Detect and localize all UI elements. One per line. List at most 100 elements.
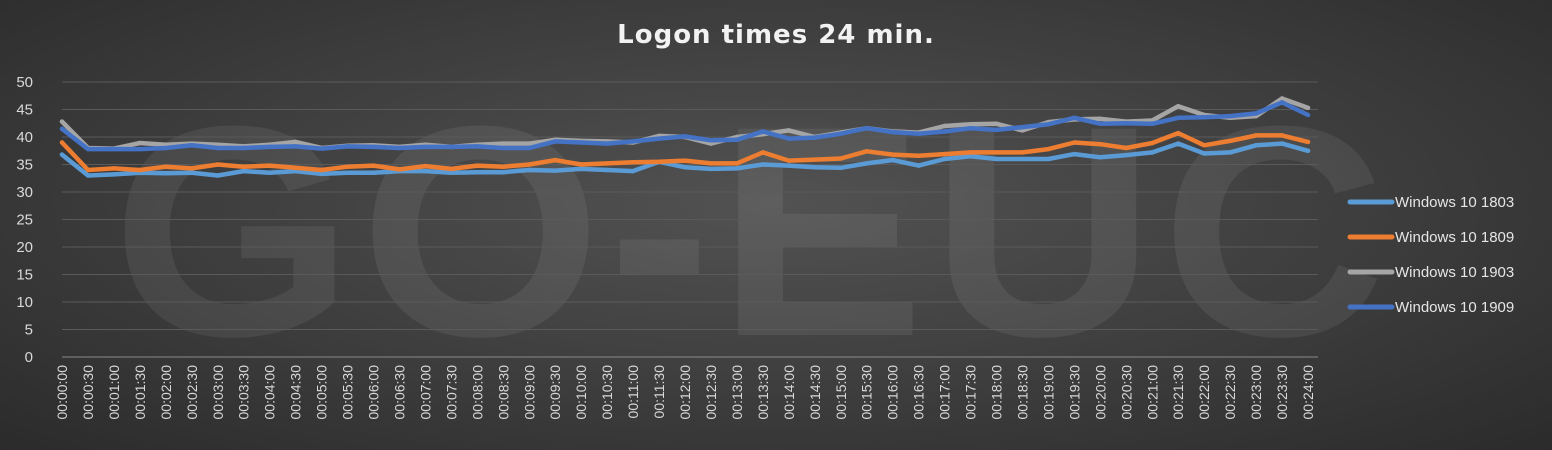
x-axis: 00:00:00 00:00:30 00:01:00 00:01:30 00:02:00… xyxy=(54,365,1316,420)
data-point xyxy=(1046,146,1051,152)
data-point xyxy=(786,163,792,168)
legend-label: Windows 10 1809 xyxy=(1395,229,1514,246)
data-point xyxy=(189,170,194,175)
x-tick-label: 00:22:30 xyxy=(1222,365,1238,420)
data-point xyxy=(890,129,895,135)
data-point xyxy=(916,131,921,136)
data-point xyxy=(1124,145,1129,151)
x-tick-label: 00:08:00 xyxy=(469,365,485,420)
data-point xyxy=(319,167,324,173)
data-point xyxy=(578,140,584,145)
data-point xyxy=(527,145,532,151)
data-point xyxy=(786,128,792,133)
data-point xyxy=(371,170,376,175)
x-tick-label: 00:07:00 xyxy=(417,365,433,420)
data-point xyxy=(189,143,194,148)
data-point xyxy=(994,127,999,133)
data-point xyxy=(604,141,610,146)
data-point xyxy=(1279,133,1285,138)
data-point xyxy=(501,145,506,151)
x-tick-label: 00:21:30 xyxy=(1170,365,1186,420)
data-point xyxy=(501,170,506,175)
data-point xyxy=(85,146,91,152)
x-tick-label: 00:02:30 xyxy=(184,365,200,420)
x-tick-label: 00:20:30 xyxy=(1118,365,1134,420)
x-tick-label: 00:15:30 xyxy=(859,365,875,420)
x-tick-label: 00:09:00 xyxy=(521,365,537,420)
data-point xyxy=(163,171,169,176)
data-point xyxy=(812,157,817,162)
data-point xyxy=(111,166,117,171)
x-tick-label: 00:24:00 xyxy=(1300,365,1316,420)
series-lines xyxy=(59,96,1311,178)
data-point xyxy=(1253,133,1259,138)
x-tick-label: 00:17:30 xyxy=(963,365,979,420)
data-point xyxy=(293,139,298,145)
series-windows-10-1803 xyxy=(59,141,1311,178)
data-point xyxy=(812,165,817,170)
legend-item: Windows 10 1809 xyxy=(1347,229,1514,246)
data-point xyxy=(449,170,454,175)
data-point xyxy=(475,144,480,149)
x-tick-label: 00:11:00 xyxy=(625,365,641,419)
data-point xyxy=(942,129,947,134)
x-tick-label: 00:14:30 xyxy=(807,365,823,420)
x-tick-label: 00:12:00 xyxy=(677,365,693,420)
x-tick-label: 00:19:00 xyxy=(1040,365,1056,420)
data-point xyxy=(968,154,973,159)
data-point xyxy=(1072,115,1077,120)
data-point xyxy=(994,156,999,162)
data-point xyxy=(293,144,298,149)
data-point xyxy=(267,170,272,175)
data-point xyxy=(942,123,947,129)
x-tick-label: 00:04:00 xyxy=(262,365,278,420)
data-point xyxy=(916,153,921,158)
data-point xyxy=(1176,141,1181,146)
data-point xyxy=(812,135,817,140)
y-tick-label: 25 xyxy=(16,212,33,229)
x-tick-label: 00:10:30 xyxy=(599,365,615,420)
y-tick-label: 35 xyxy=(16,157,33,174)
data-point xyxy=(137,140,143,146)
data-point xyxy=(371,163,376,168)
data-point xyxy=(501,164,506,169)
data-point xyxy=(1020,124,1025,130)
data-point xyxy=(527,141,532,146)
y-tick-label: 45 xyxy=(16,102,33,119)
x-tick-label: 00:08:30 xyxy=(495,365,511,420)
data-point xyxy=(527,167,532,173)
data-point xyxy=(838,131,843,136)
x-tick-label: 00:11:30 xyxy=(651,365,667,419)
legend: Windows 10 1803 Windows 10 1809 Windows 10… xyxy=(1347,194,1514,316)
data-point xyxy=(215,173,220,178)
data-point xyxy=(760,162,766,167)
x-tick-label: 00:22:00 xyxy=(1196,365,1212,420)
x-tick-label: 00:12:30 xyxy=(703,365,719,420)
x-tick-label: 00:06:30 xyxy=(391,365,407,420)
data-point xyxy=(682,158,688,163)
legend-item: Windows 10 1803 xyxy=(1347,194,1514,211)
x-tick-label: 00:03:30 xyxy=(236,365,252,420)
data-point xyxy=(786,158,792,163)
x-tick-label: 00:19:30 xyxy=(1066,365,1082,420)
x-tick-label: 00:13:00 xyxy=(729,365,745,420)
x-tick-label: 00:21:00 xyxy=(1144,365,1160,420)
x-tick-label: 00:03:00 xyxy=(210,365,226,420)
data-point xyxy=(604,161,610,166)
data-point xyxy=(1201,151,1207,156)
data-point xyxy=(890,152,895,157)
data-point xyxy=(682,165,688,170)
x-tick-label: 00:16:30 xyxy=(911,365,927,420)
data-point xyxy=(1201,115,1207,120)
data-point xyxy=(1020,150,1025,155)
data-point xyxy=(1098,141,1103,147)
x-tick-label: 00:04:30 xyxy=(288,365,304,420)
data-point xyxy=(1305,112,1311,118)
data-point xyxy=(475,170,480,175)
data-point xyxy=(1150,150,1155,155)
x-tick-label: 00:18:00 xyxy=(989,365,1005,420)
data-point xyxy=(604,167,610,173)
data-point xyxy=(890,157,895,163)
y-tick-label: 30 xyxy=(16,184,33,201)
data-point xyxy=(838,156,843,161)
